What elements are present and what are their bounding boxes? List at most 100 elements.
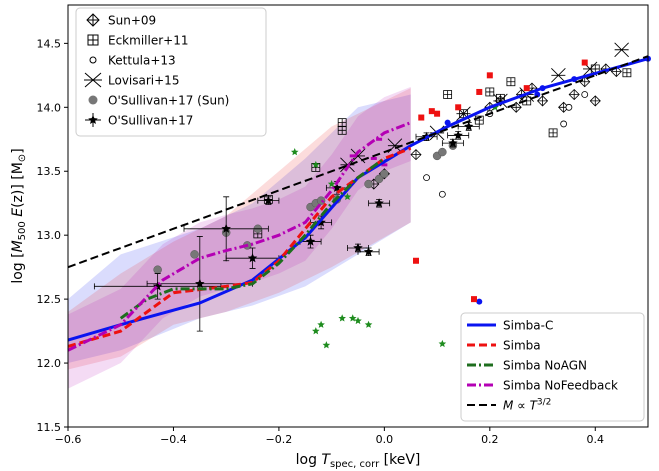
noagn-point bbox=[290, 148, 299, 156]
y-tick-label: 12.5 bbox=[37, 293, 62, 306]
y-axis-ticks: 11.5 12.0 12.5 13.0 13.5 14.0 14.5 bbox=[37, 37, 68, 434]
noagn-point bbox=[364, 320, 373, 328]
y-axis-label: log [M500 E(z)] [M⊙] bbox=[10, 148, 28, 283]
legend-label: Eckmiller+11 bbox=[108, 34, 188, 48]
legend-box bbox=[460, 312, 645, 422]
osullivan17-sun-point bbox=[153, 265, 162, 274]
osullivan17-point bbox=[195, 278, 205, 288]
legend-simulations: Simba-C Simba Simba NoAGN Simba NoFeedback M… bbox=[460, 312, 645, 422]
legend-label: Simba bbox=[503, 339, 541, 353]
x-tick-label: 0.0 bbox=[376, 433, 394, 446]
y-tick-label: 13.5 bbox=[37, 165, 62, 178]
noagn-point bbox=[438, 339, 447, 348]
legend-marker-grey-circle bbox=[88, 95, 98, 105]
eckmiller11-point-cross bbox=[485, 87, 494, 96]
eckmiller11-point-cross bbox=[338, 126, 347, 135]
osullivan17-point bbox=[247, 253, 258, 263]
noagn-point bbox=[354, 316, 362, 325]
band-simba-nofeedback bbox=[68, 86, 411, 389]
noagn-point bbox=[327, 180, 336, 188]
osullivan17-sun-point bbox=[438, 147, 447, 157]
osullivan17-point bbox=[448, 138, 458, 148]
osullivan17-sun-point bbox=[316, 196, 326, 205]
y-tick-label: 14.5 bbox=[37, 37, 62, 50]
legend-marker-circle bbox=[89, 56, 97, 64]
simba-point bbox=[418, 114, 425, 121]
series-line-simba-nofeedback bbox=[67, 121, 412, 352]
kettula13-point bbox=[438, 190, 446, 198]
y-tick-label: 13.0 bbox=[37, 229, 62, 242]
legend-label: M ∝ T3/2 bbox=[503, 398, 551, 413]
osullivan17-sun-point bbox=[190, 250, 199, 259]
sun09-point-cross bbox=[411, 149, 421, 160]
simba-point bbox=[428, 108, 435, 115]
simba-point bbox=[523, 85, 530, 92]
simba-c-point bbox=[476, 298, 483, 305]
legend-box bbox=[75, 7, 267, 137]
legend-label: Lovisari+15 bbox=[108, 74, 179, 88]
lovisari15-point bbox=[551, 68, 566, 83]
series-line-simba-noagn bbox=[119, 157, 386, 320]
osullivan17-point bbox=[374, 198, 384, 208]
legend-marker-cross bbox=[88, 35, 98, 45]
legend-observations: Sun+09 Eckmiller+11 Kettula+13 Lovisari+15 O… bbox=[75, 7, 267, 137]
simba-point bbox=[486, 72, 493, 79]
y-tick-label: 12.0 bbox=[37, 357, 62, 370]
lovisari15-point bbox=[614, 42, 629, 58]
legend-label: O'Sullivan+17 bbox=[108, 114, 193, 128]
noagn-point bbox=[317, 320, 325, 328]
kettula13-point bbox=[423, 174, 430, 182]
osullivan17-sun-point bbox=[380, 169, 389, 179]
osullivan17-point bbox=[263, 195, 274, 205]
series-lines bbox=[67, 55, 649, 352]
y-tick-label: 11.5 bbox=[37, 421, 62, 434]
simba-point bbox=[413, 257, 419, 264]
osullivan17-sun-point bbox=[364, 179, 373, 189]
noagn-point bbox=[343, 192, 352, 201]
eckmiller11-point-cross bbox=[622, 68, 631, 77]
noagn-point bbox=[312, 160, 320, 169]
osullivan17-point bbox=[463, 121, 474, 131]
simba-point bbox=[455, 104, 462, 111]
simba-c-point bbox=[444, 119, 451, 126]
kettula13-point bbox=[581, 91, 589, 98]
eckmiller11-point-cross bbox=[338, 118, 347, 127]
x-axis-label: log Tspec, corr [keV] bbox=[296, 452, 421, 470]
legend-marker-star bbox=[88, 115, 98, 125]
x-tick-label: 0.4 bbox=[587, 433, 605, 446]
eckmiller11-point-cross bbox=[506, 77, 515, 86]
osullivan17-point bbox=[221, 223, 231, 233]
y-tick-label: 14.0 bbox=[37, 101, 62, 114]
eckmiller11-point-cross bbox=[443, 90, 452, 99]
x-tick-label: −0.2 bbox=[266, 433, 293, 446]
osullivan17-point bbox=[353, 242, 363, 253]
legend-label: Simba NoAGN bbox=[503, 359, 587, 373]
simba-point bbox=[476, 88, 483, 95]
sun09-point-cross bbox=[590, 95, 601, 106]
noagn-point bbox=[338, 314, 346, 322]
legend-label: Kettula+13 bbox=[108, 54, 176, 68]
simba-point bbox=[581, 59, 588, 66]
legend-marker-xstar bbox=[84, 72, 102, 88]
sun09-point-cross bbox=[569, 89, 580, 100]
data-points bbox=[93, 42, 651, 349]
x-tick-label: −0.4 bbox=[160, 433, 187, 446]
legend-marker-cross bbox=[87, 14, 99, 26]
noagn-point bbox=[348, 314, 357, 322]
kettula13-point bbox=[560, 120, 568, 128]
legend-label: O'Sullivan+17 (Sun) bbox=[108, 94, 229, 108]
kettula13-point bbox=[565, 103, 573, 111]
sun09-point bbox=[600, 63, 612, 75]
x-axis-ticks: −0.6 −0.4 −0.2 0.0 0.2 0.4 bbox=[55, 427, 604, 446]
plot-frame bbox=[67, 4, 649, 428]
x-tick-label: 0.2 bbox=[481, 433, 499, 446]
noagn-point bbox=[312, 327, 320, 335]
sun09-point-cross bbox=[511, 102, 522, 113]
sun09-point bbox=[568, 88, 580, 101]
x-tick-label: −0.6 bbox=[55, 433, 82, 446]
eckmiller11-point-cross bbox=[549, 128, 558, 137]
legend-label: Simba-C bbox=[503, 319, 553, 333]
simba-point bbox=[434, 110, 441, 117]
osullivan17-point bbox=[305, 236, 316, 246]
sun09-point-cross bbox=[537, 95, 548, 106]
